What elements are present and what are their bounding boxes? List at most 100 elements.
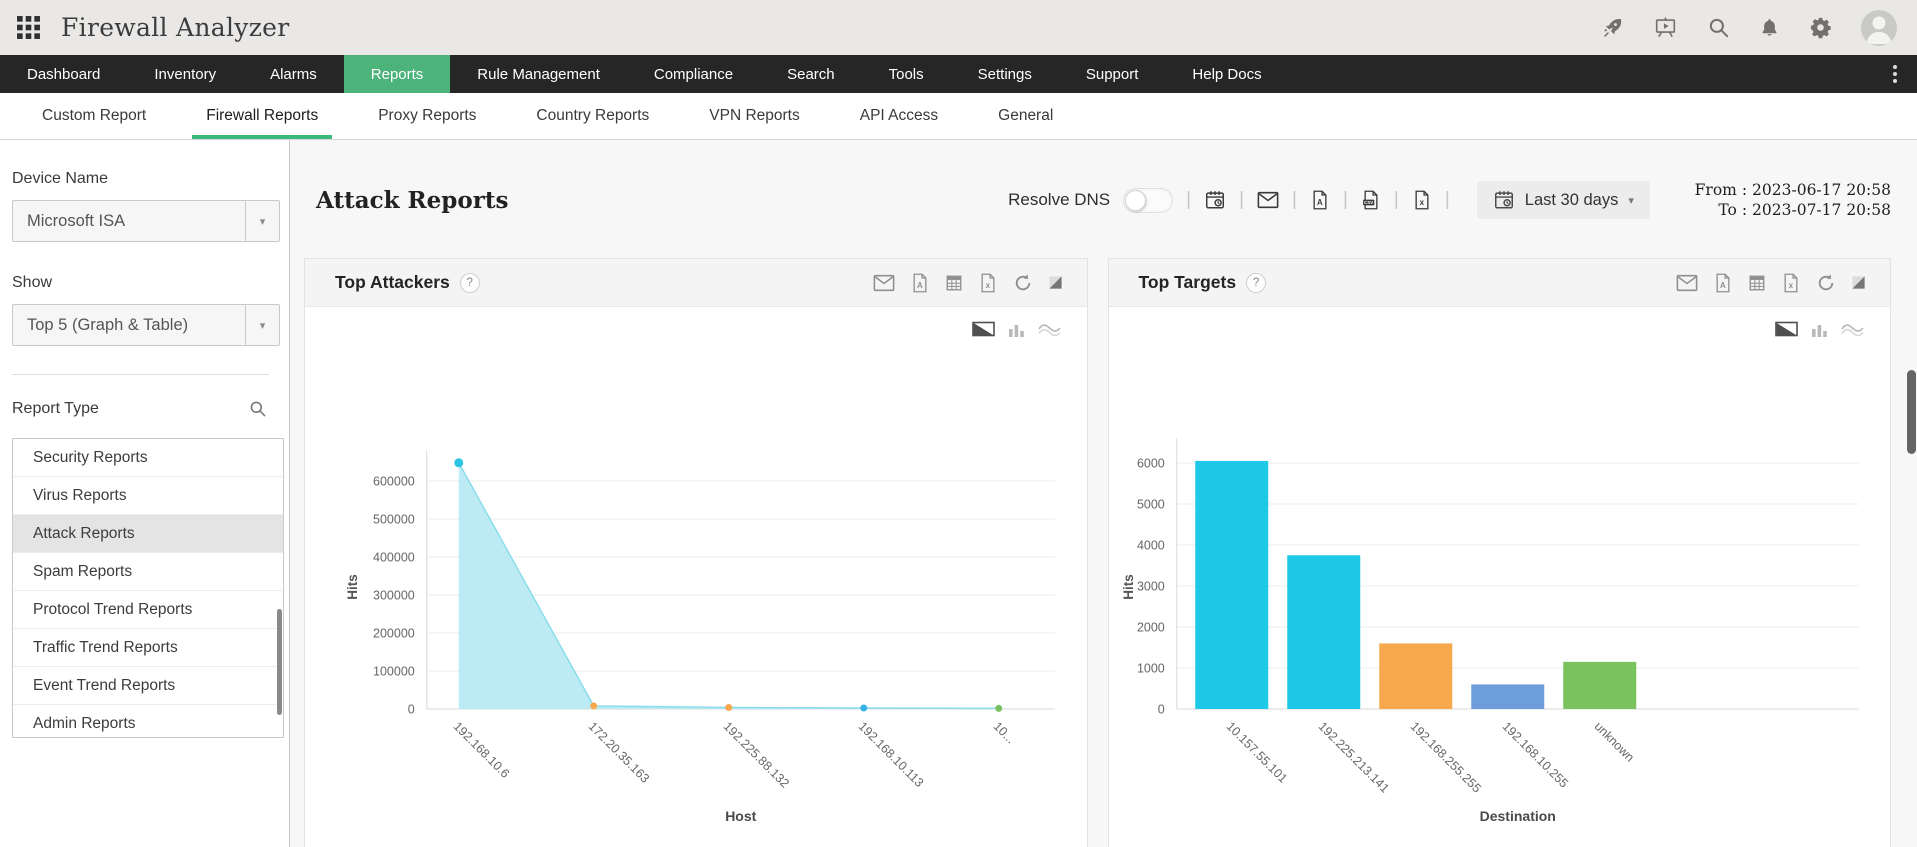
from-label: From (1694, 181, 1737, 199)
expand-icon[interactable] (1851, 275, 1866, 290)
body: Device Name Microsoft ISA ▾ Show Top 5 (… (0, 140, 1917, 847)
subnav-item-general[interactable]: General (998, 107, 1054, 124)
resolve-dns-label: Resolve DNS (1008, 190, 1111, 209)
resolve-dns-toggle[interactable] (1123, 187, 1174, 213)
apps-grid-icon[interactable] (16, 15, 41, 40)
nav-item-tools[interactable]: Tools (888, 65, 924, 83)
bar-chart-icon[interactable] (1811, 321, 1828, 337)
subnav-item-proxy-reports[interactable]: Proxy Reports (378, 107, 477, 124)
subnav-item-country-reports[interactable]: Country Reports (536, 107, 650, 124)
spreadsheet-icon[interactable] (1748, 274, 1766, 292)
svg-text:300000: 300000 (373, 589, 415, 603)
nav-item-dashboard[interactable]: Dashboard (27, 65, 101, 83)
report-type-item[interactable]: Security Reports (13, 439, 283, 477)
help-icon[interactable]: ? (459, 272, 480, 293)
svg-text:0: 0 (408, 703, 415, 717)
svg-text:A: A (1317, 198, 1323, 207)
show-select[interactable]: Top 5 (Graph & Table) ▾ (12, 304, 280, 346)
bar-chart-icon[interactable] (1008, 321, 1025, 337)
report-type-item[interactable]: Spam Reports (13, 553, 283, 591)
search-icon[interactable] (1707, 16, 1730, 39)
nav-item-inventory[interactable]: Inventory (154, 65, 217, 83)
svg-text:200000: 200000 (373, 627, 415, 641)
svg-text:192.225.88.132: 192.225.88.132 (721, 719, 792, 790)
nav-item-settings[interactable]: Settings (977, 65, 1032, 83)
excel-export-icon[interactable]: x (1412, 189, 1432, 211)
subnav-item-api-access[interactable]: API Access (859, 107, 939, 124)
nav-item-search[interactable]: Search (787, 65, 835, 83)
nav-item-alarms[interactable]: Alarms (270, 65, 317, 83)
pdf-export-icon[interactable]: A (1310, 189, 1330, 211)
chevron-down-icon[interactable]: ▾ (245, 201, 279, 241)
chevron-down-icon: ▾ (1628, 194, 1634, 207)
subnav-item-custom-report[interactable]: Custom Report (42, 107, 147, 124)
mail-icon[interactable] (873, 274, 895, 292)
nav-item-reports[interactable]: Reports (343, 55, 451, 93)
svg-text:1000: 1000 (1136, 662, 1164, 676)
list-scrollbar-thumb[interactable] (277, 609, 282, 715)
nav-item-support[interactable]: Support (1085, 65, 1139, 83)
report-type-item[interactable]: Attack Reports (13, 515, 283, 553)
area-chart-icon[interactable] (1775, 321, 1798, 337)
svg-text:600000: 600000 (373, 475, 415, 489)
device-name-select[interactable]: Microsoft ISA ▾ (12, 200, 280, 242)
rocket-icon[interactable] (1601, 16, 1624, 39)
report-type-item[interactable]: Protocol Trend Reports (13, 591, 283, 629)
page-scrollbar[interactable] (1907, 282, 1916, 847)
svg-text:192.168.10.255: 192.168.10.255 (1499, 719, 1570, 790)
more-vertical-icon[interactable] (1881, 55, 1909, 93)
separator: | (1239, 189, 1245, 210)
demo-player-icon[interactable] (1653, 16, 1678, 39)
stream-chart-icon[interactable] (1037, 322, 1061, 336)
settings-gear-icon[interactable] (1809, 16, 1832, 39)
svg-text:100000: 100000 (373, 665, 415, 679)
excel-export-icon[interactable]: x (978, 272, 998, 294)
period-selector-button[interactable]: Last 30 days ▾ (1476, 181, 1650, 219)
chevron-down-icon[interactable]: ▾ (245, 305, 279, 345)
report-type-item[interactable]: Event Trend Reports (13, 667, 283, 705)
date-range: From: 2023-06-17 20:58 To: 2023-07-17 20… (1691, 180, 1891, 220)
from-value: : 2023-06-17 20:58 (1741, 181, 1891, 199)
separator: | (1292, 189, 1297, 210)
help-icon[interactable]: ? (1246, 272, 1267, 293)
user-avatar-icon[interactable] (1861, 9, 1897, 46)
area-chart-icon[interactable] (971, 321, 995, 337)
to-label: To (1718, 201, 1737, 219)
panel-title: Top Targets (1138, 272, 1237, 292)
sidebar: Device Name Microsoft ISA ▾ Show Top 5 (… (0, 140, 290, 847)
svg-text:Hits: Hits (345, 574, 360, 600)
search-icon[interactable] (248, 399, 267, 418)
scrollbar-thumb[interactable] (1907, 370, 1916, 454)
subnav-item-firewall-reports[interactable]: Firewall Reports (176, 93, 348, 139)
nav-item-compliance[interactable]: Compliance (653, 65, 734, 83)
report-type-item[interactable]: Admin Reports (13, 705, 283, 737)
main-content: Attack Reports Resolve DNS | | | A | CSV | x | L… (290, 140, 1917, 847)
pdf-export-icon[interactable]: A (1713, 272, 1733, 294)
nav-item-rule-management[interactable]: Rule Management (477, 65, 600, 83)
mail-icon[interactable] (1257, 191, 1279, 209)
mail-icon[interactable] (1676, 274, 1698, 292)
excel-export-icon[interactable]: x (1781, 272, 1801, 294)
spreadsheet-icon[interactable] (945, 274, 963, 292)
report-type-item[interactable]: Traffic Trend Reports (13, 629, 283, 667)
stream-chart-icon[interactable] (1841, 322, 1864, 336)
subnav-item-vpn-reports[interactable]: VPN Reports (709, 107, 800, 124)
refresh-icon[interactable] (1816, 273, 1836, 293)
svg-text:CSV: CSV (1364, 200, 1373, 205)
report-type-item[interactable]: Virus Reports (13, 477, 283, 515)
report-type-header: Report Type (12, 399, 289, 418)
nav-item-help-docs[interactable]: Help Docs (1192, 65, 1262, 83)
calendar-schedule-icon[interactable] (1204, 189, 1226, 211)
calendar-schedule-icon (1493, 189, 1515, 211)
notifications-bell-icon[interactable] (1759, 16, 1780, 39)
csv-export-icon[interactable]: CSV (1361, 189, 1381, 211)
app-title: Firewall Analyzer (61, 13, 290, 42)
pdf-export-icon[interactable]: A (910, 272, 930, 294)
expand-icon[interactable] (1048, 275, 1063, 290)
chart-area: 0 1000 2000 3000 4000 5000 6000 Hits 10.157.55.1… (1109, 341, 1891, 847)
refresh-icon[interactable] (1013, 273, 1033, 293)
